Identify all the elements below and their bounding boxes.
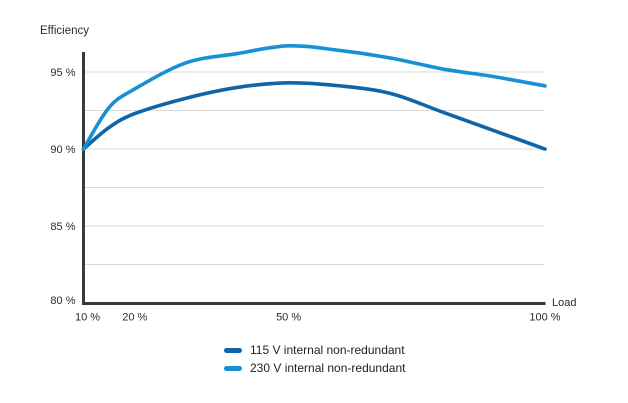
legend-label-230v: 230 V internal non-redundant <box>250 361 406 375</box>
y-tick-label-80: 80 % <box>50 295 75 307</box>
x-tick-label-100: 100 % <box>529 312 560 324</box>
chart-legend: 115 V internal non-redundant 230 V inter… <box>224 344 405 375</box>
y-tick-label-85: 85 % <box>50 221 75 233</box>
x-tick-label-10: 10 % <box>75 312 100 324</box>
y-tick-label-90: 90 % <box>50 144 75 156</box>
legend-swatch-230v-icon <box>224 366 242 371</box>
legend-swatch-115v-icon <box>224 348 242 353</box>
x-axis-title: Load <box>552 297 577 309</box>
x-tick-label-20: 20 % <box>122 312 147 324</box>
y-tick-label-95: 95 % <box>50 67 75 79</box>
legend-item-115v: 115 V internal non-redundant <box>224 344 405 357</box>
legend-item-230v: 230 V internal non-redundant <box>224 362 405 375</box>
chart-title: Efficiency <box>40 25 90 37</box>
curve-230v <box>81 44 547 151</box>
legend-label-115v: 115 V internal non-redundant <box>250 343 405 357</box>
curve-115v <box>81 80 547 151</box>
x-tick-label-50: 50 % <box>276 312 301 324</box>
